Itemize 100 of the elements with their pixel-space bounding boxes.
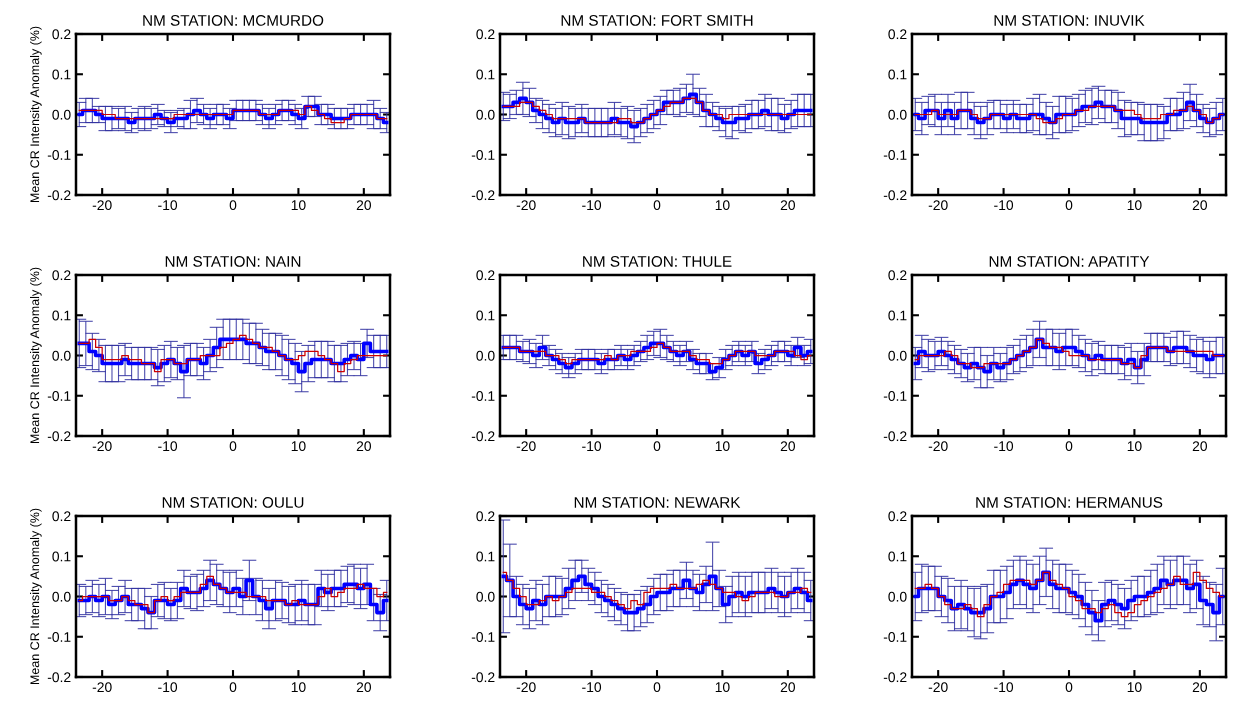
x-tick-label: -10	[158, 682, 178, 693]
y-tick-label: 0.0	[888, 350, 907, 361]
x-tick-label: 10	[1127, 441, 1142, 452]
y-tick-label: 0.0	[888, 591, 907, 602]
x-tick-label: 0	[229, 441, 237, 452]
chart-title: NM STATION: HERMANUS	[976, 497, 1163, 508]
y-tick-label: 0.1	[888, 310, 907, 321]
y-tick-label: 0.2	[888, 29, 907, 40]
chart-title: NM STATION: INUVIK	[994, 15, 1145, 26]
y-tick-label: 0.1	[52, 551, 71, 562]
x-tick-label: 10	[291, 441, 306, 452]
y-tick-label: 0.0	[888, 109, 907, 120]
y-tick-label: 0.2	[888, 270, 907, 281]
x-tick-label: 10	[1127, 682, 1142, 693]
x-tick-label: 10	[715, 200, 730, 211]
x-tick-label: 0	[653, 682, 661, 693]
y-tick-label: -0.2	[883, 190, 907, 201]
y-tick-label: -0.1	[471, 632, 495, 642]
x-tick-label: -20	[928, 441, 948, 452]
chart-title: NM STATION: NEWARK	[574, 497, 741, 508]
y-tick-label: 0.1	[888, 69, 907, 80]
x-tick-label: -10	[582, 682, 602, 693]
x-tick-label: 0	[653, 441, 661, 452]
y-tick-label: 0.1	[476, 551, 495, 562]
y-tick-label: 0.2	[476, 29, 495, 40]
y-tick-label: -0.1	[883, 391, 907, 401]
x-tick-label: -20	[928, 682, 948, 693]
y-tick-label: -0.2	[883, 431, 907, 442]
y-tick-label: -0.2	[471, 672, 495, 683]
x-tick-label: 20	[356, 200, 372, 211]
x-tick-label: -20	[92, 441, 112, 452]
chart-title: NM STATION: OULU	[162, 497, 304, 508]
x-tick-label: 10	[291, 682, 306, 693]
y-tick-label: -0.1	[883, 632, 907, 642]
y-axis-title: Mean CR Intensity Anomaly (%)	[30, 267, 42, 444]
y-tick-label: 0.1	[476, 310, 495, 321]
x-tick-label: -10	[994, 682, 1014, 693]
y-tick-label: 0.2	[52, 270, 71, 281]
y-tick-label: 0.1	[52, 69, 71, 80]
x-tick-label: 0	[1065, 441, 1073, 452]
x-tick-label: 10	[715, 682, 730, 693]
y-axis-title: Mean CR Intensity Anomaly (%)	[30, 26, 42, 203]
chart-title: NM STATION: MCMURDO	[143, 15, 324, 26]
y-tick-label: -0.2	[47, 431, 71, 442]
x-tick-label: 20	[356, 441, 372, 452]
x-tick-label: -20	[92, 682, 112, 693]
y-tick-label: -0.2	[471, 190, 495, 201]
x-tick-label: 20	[356, 682, 372, 693]
y-tick-label: 0.2	[52, 29, 71, 40]
y-tick-label: -0.1	[471, 150, 495, 160]
chart-title: NM STATION: THULE	[583, 256, 732, 267]
x-tick-label: 20	[780, 441, 796, 452]
x-tick-label: -10	[582, 200, 602, 211]
y-tick-label: 0.0	[52, 109, 71, 120]
y-tick-label: -0.2	[471, 431, 495, 442]
y-tick-label: 0.2	[52, 511, 71, 522]
x-tick-label: 0	[229, 200, 237, 211]
y-tick-label: -0.2	[883, 672, 907, 683]
x-tick-label: -10	[994, 441, 1014, 452]
x-tick-label: 0	[653, 200, 661, 211]
x-tick-label: -10	[582, 441, 602, 452]
chart-title: NM STATION: NAIN	[165, 256, 301, 267]
x-tick-label: 0	[229, 682, 237, 693]
y-tick-label: -0.1	[47, 150, 71, 160]
x-tick-label: 0	[1065, 682, 1073, 693]
y-tick-label: 0.0	[52, 350, 71, 361]
chart-title: NM STATION: APATITY	[989, 256, 1150, 267]
x-tick-label: 0	[1065, 200, 1073, 211]
y-tick-label: -0.2	[47, 672, 71, 683]
y-tick-label: 0.1	[888, 551, 907, 562]
x-tick-label: 20	[1192, 441, 1208, 452]
x-tick-label: -20	[516, 682, 536, 693]
x-tick-label: -10	[158, 441, 178, 452]
x-tick-label: 10	[1127, 200, 1142, 211]
y-tick-label: -0.2	[47, 190, 71, 201]
x-tick-label: 10	[715, 441, 730, 452]
chart-title: NM STATION: FORT SMITH	[561, 15, 753, 26]
x-tick-label: 20	[1192, 200, 1208, 211]
x-tick-label: -20	[516, 441, 536, 452]
y-tick-label: -0.1	[471, 391, 495, 401]
x-tick-label: -10	[994, 200, 1014, 211]
y-tick-label: 0.0	[52, 591, 71, 602]
x-tick-label: 20	[780, 682, 796, 693]
y-tick-label: 0.1	[52, 310, 71, 321]
x-tick-label: 20	[780, 200, 796, 211]
x-tick-label: 10	[291, 200, 306, 211]
x-tick-label: -10	[158, 200, 178, 211]
y-tick-label: 0.0	[476, 350, 495, 361]
x-tick-label: -20	[928, 200, 948, 211]
x-tick-label: -20	[516, 200, 536, 211]
y-tick-label: 0.0	[476, 591, 495, 602]
y-tick-label: 0.1	[476, 69, 495, 80]
y-tick-label: -0.1	[883, 150, 907, 160]
x-tick-label: -20	[92, 200, 112, 211]
y-tick-label: 0.2	[888, 511, 907, 522]
y-axis-title: Mean CR Intensity Anomaly (%)	[30, 508, 42, 685]
x-tick-label: 20	[1192, 682, 1208, 693]
y-tick-label: -0.1	[47, 391, 71, 401]
y-tick-label: -0.1	[47, 632, 71, 642]
y-tick-label: 0.2	[476, 511, 495, 522]
